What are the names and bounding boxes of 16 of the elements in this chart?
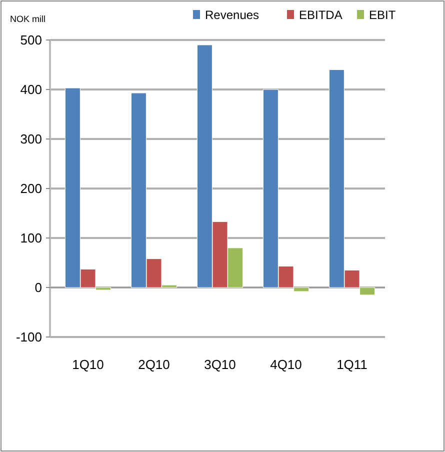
legend-label: Revenues	[205, 8, 260, 22]
legend-label: EBITDA	[299, 8, 342, 22]
x-tick-label: 4Q10	[270, 357, 302, 372]
y-tick-label: 100	[20, 230, 42, 246]
y-tick-label: 300	[20, 132, 42, 147]
y-axis-title: NOK mill	[10, 14, 46, 24]
legend-label: EBIT	[369, 8, 396, 22]
y-tick-label: 400	[20, 82, 42, 98]
y-tick-label: 200	[20, 181, 42, 196]
y-tick-label: -100	[16, 330, 42, 345]
x-tick-label: 1Q11	[336, 357, 368, 372]
x-tick-label: 3Q10	[204, 357, 236, 372]
y-tick-label: 500	[20, 32, 42, 48]
x-tick-label: 1Q10	[72, 357, 104, 372]
y-tick-label: 0	[34, 280, 42, 296]
x-tick-label: 2Q10	[138, 357, 170, 372]
